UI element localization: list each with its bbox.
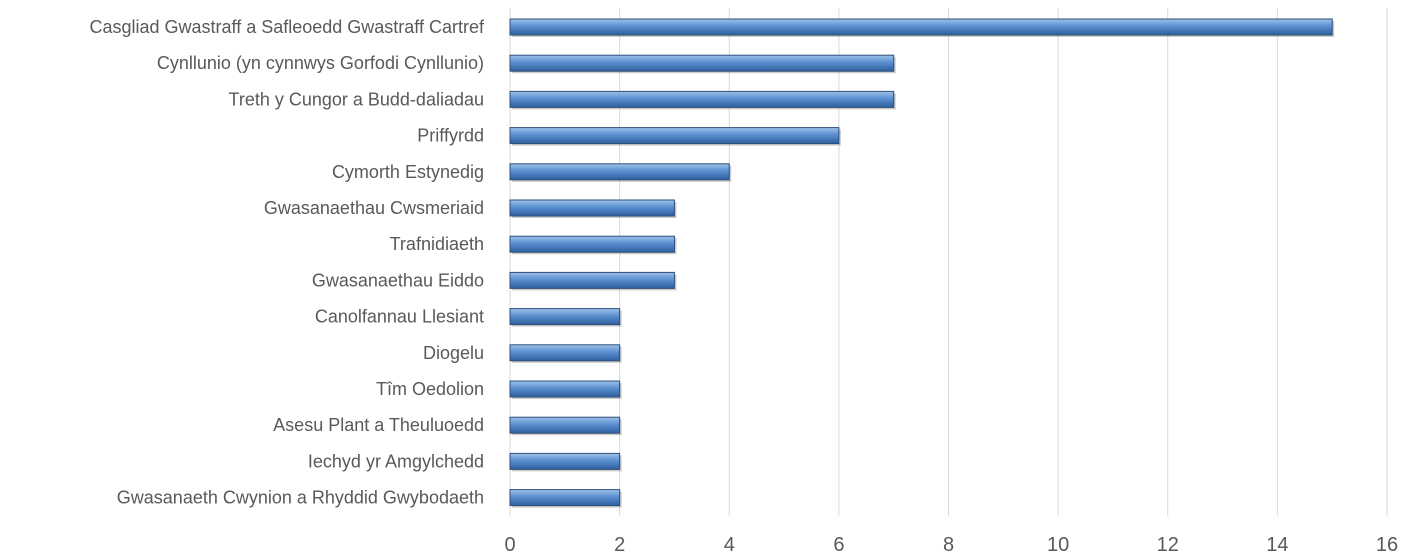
bar bbox=[509, 163, 730, 181]
category-label: Iechyd yr Amgylchedd bbox=[308, 451, 484, 471]
x-tick-label: 12 bbox=[1157, 534, 1179, 556]
bar bbox=[509, 90, 895, 108]
x-tick-label: 8 bbox=[943, 534, 954, 556]
x-tick-label: 16 bbox=[1376, 534, 1398, 556]
category-label: Treth y Cungor a Budd-daliadau bbox=[229, 89, 485, 109]
x-tick-label: 6 bbox=[833, 534, 844, 556]
category-label: Casgliad Gwastraff a Safleoedd Gwastraff… bbox=[89, 17, 485, 37]
bar bbox=[509, 199, 675, 217]
category-label: Diogelu bbox=[423, 343, 484, 363]
category-label: Trafnidiaeth bbox=[390, 234, 484, 254]
category-label: Canolfannau Llesiant bbox=[315, 307, 484, 327]
category-label: Cymorth Estynedig bbox=[332, 162, 484, 182]
bar bbox=[509, 452, 621, 470]
bar bbox=[509, 18, 1333, 36]
bar bbox=[509, 271, 675, 289]
bar bbox=[509, 416, 621, 434]
category-label: Priffyrdd bbox=[417, 126, 484, 146]
category-label: Gwasanaethau Eiddo bbox=[312, 270, 484, 290]
x-tick-label: 0 bbox=[504, 534, 515, 556]
x-axis-tick-labels: 0 2 4 6 8 10 12 14 16 bbox=[504, 534, 1398, 556]
category-labels: Casgliad Gwastraff a Safleoedd Gwastraff… bbox=[89, 17, 485, 508]
x-tick-label: 4 bbox=[724, 534, 735, 556]
x-tick-label: 10 bbox=[1047, 534, 1069, 556]
category-label: Gwasanaethau Cwsmeriaid bbox=[264, 198, 484, 218]
category-label: Tîm Oedolion bbox=[376, 379, 484, 399]
bar bbox=[509, 127, 840, 145]
category-label: Gwasanaeth Cwynion a Rhyddid Gwybodaeth bbox=[117, 488, 484, 508]
bars bbox=[509, 18, 1335, 508]
bar bbox=[509, 489, 621, 507]
x-tick-label: 14 bbox=[1266, 534, 1288, 556]
bar bbox=[509, 344, 621, 362]
bar bbox=[509, 235, 675, 253]
bar bbox=[509, 380, 621, 398]
category-label: Cynllunio (yn cynnwys Gorfodi Cynllunio) bbox=[157, 53, 484, 73]
category-label: Asesu Plant a Theuluoedd bbox=[273, 415, 484, 435]
bar bbox=[509, 308, 621, 326]
gridlines bbox=[509, 8, 1388, 516]
x-tick-label: 2 bbox=[614, 534, 625, 556]
bar bbox=[509, 54, 895, 72]
